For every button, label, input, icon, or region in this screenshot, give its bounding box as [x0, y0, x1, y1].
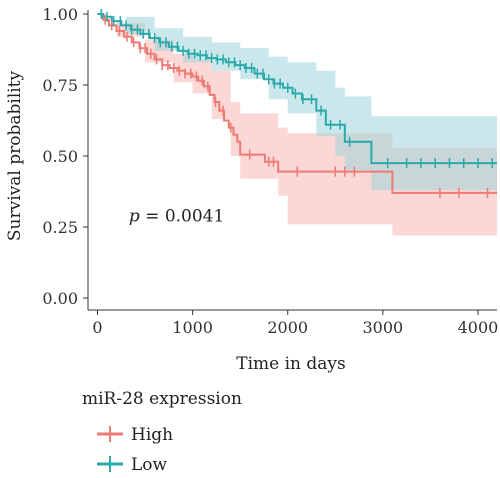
legend-item-high: High	[97, 425, 173, 445]
y-tick-label-2: 0.50	[42, 147, 78, 166]
curve-high	[97, 13, 497, 194]
x-tick-label-0: 0	[92, 318, 102, 337]
curve-low	[97, 13, 497, 165]
censor-marks	[100, 9, 493, 198]
y-axis-ticks: 0.00 0.25 0.50 0.75 1.00	[42, 5, 88, 308]
x-tick-label-2: 2000	[267, 318, 308, 337]
x-tick-label-4: 4000	[458, 318, 499, 337]
band-low	[97, 14, 497, 191]
y-tick-label-1: 0.25	[42, 218, 78, 237]
p-value-annotation: p = 0.0041	[129, 206, 224, 226]
p-value-number: = 0.0041	[140, 206, 225, 226]
x-tick-label-1: 1000	[172, 318, 213, 337]
x-tick-label-3: 3000	[363, 318, 404, 337]
x-axis-ticks: 0 1000 2000 3000 4000	[92, 310, 498, 337]
confidence-bands	[97, 14, 497, 236]
legend: miR-28 expression High Low	[82, 389, 242, 475]
y-tick-label-3: 0.75	[42, 76, 78, 95]
legend-item-low: Low	[97, 455, 168, 475]
legend-label-low: Low	[131, 455, 168, 475]
x-axis-title: Time in days	[236, 354, 346, 374]
y-tick-label-4: 1.00	[42, 5, 78, 24]
y-axis-title: Survival probability	[5, 70, 25, 241]
legend-title: miR-28 expression	[82, 389, 242, 409]
survival-curves	[97, 13, 497, 194]
y-tick-label-0: 0.00	[42, 289, 78, 308]
p-value-symbol: p	[129, 206, 140, 226]
legend-label-high: High	[131, 425, 173, 445]
